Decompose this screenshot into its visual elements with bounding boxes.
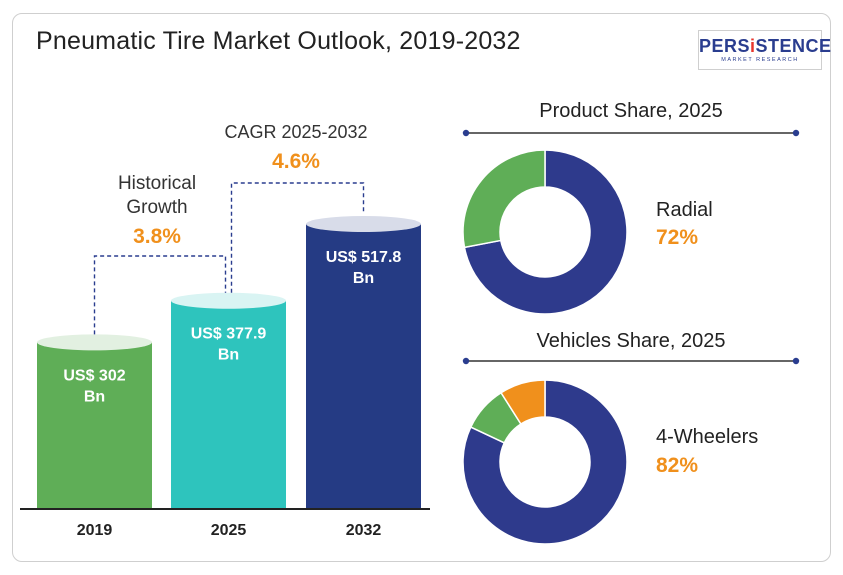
bar-top-2025 (171, 292, 286, 309)
bar-2025 (171, 300, 286, 508)
page-title: Pneumatic Tire Market Outlook, 2019-2032 (36, 27, 521, 55)
historical-growth-label-line2: Growth (126, 197, 187, 218)
logo-tagline: MARKET RESEARCH (721, 57, 799, 63)
vehicles-share-value: 82% (656, 454, 698, 477)
historical-growth-value: 3.8% (133, 225, 181, 248)
bar-label-unit-2025: Bn (218, 347, 239, 364)
vehicles-share-label: 4-Wheelers (656, 426, 758, 448)
bar-2019 (37, 342, 152, 508)
product-share-value: 72% (656, 226, 698, 249)
vehicles-share-divider-dot-right (792, 357, 800, 365)
donut-1-slice-0 (463, 149, 628, 315)
historical-growth-label: Historical (118, 173, 196, 194)
x-tick-2019: 2019 (77, 522, 113, 539)
product-share-title: Product Share, 2025 (539, 100, 722, 122)
product-share-divider-dot-left (462, 129, 470, 137)
bar-2032 (306, 224, 421, 508)
vehicles-share-title: Vehicles Share, 2025 (536, 330, 725, 352)
bar-label-2025: US$ 377.9 (191, 326, 267, 343)
x-tick-2032: 2032 (346, 522, 382, 539)
historical-growth-connector (93, 255, 227, 335)
persistence-logo: PERSiSTENCE MARKET RESEARCH (698, 30, 832, 70)
bar-label-2019: US$ 302 (63, 367, 125, 384)
donut-2-slice-0 (462, 379, 628, 545)
x-tick-2025: 2025 (211, 522, 247, 539)
bar-top-2032 (306, 216, 421, 232)
donut-2-slice-2 (500, 379, 546, 426)
bar-label-2032: US$ 517.8 (326, 249, 402, 266)
cagr-connector (230, 182, 365, 293)
donut-1-slice-1 (462, 149, 546, 249)
cagr-value: 4.6% (272, 150, 320, 173)
product-share-divider-dot-right (792, 129, 800, 137)
bar-top-2019 (37, 334, 152, 351)
vehicles-share-divider-dot-left (462, 357, 470, 365)
bar-label-unit-2019: Bn (84, 388, 105, 405)
product-share-label: Radial (656, 199, 713, 221)
cagr-label: CAGR 2025-2032 (224, 122, 367, 142)
logo-wordmark: PERSiSTENCE (699, 36, 832, 56)
bar-label-unit-2032: Bn (353, 270, 374, 287)
